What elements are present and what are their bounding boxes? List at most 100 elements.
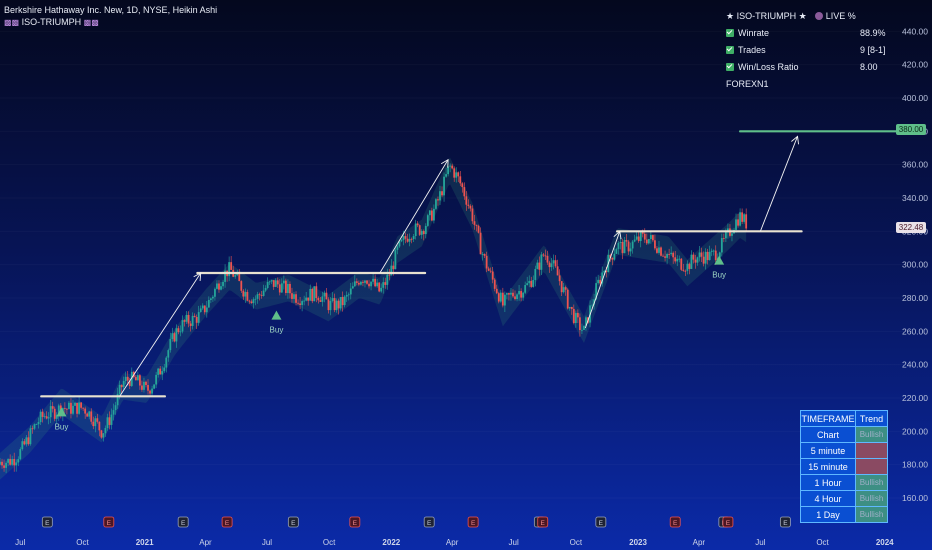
candle-body [489,270,492,272]
candle-body [104,427,107,434]
candle-body [556,266,559,276]
stats-label: Winrate [738,28,770,38]
candle-body [94,418,97,427]
timeframe-cell: 15 minute [800,458,856,475]
candle-body [362,281,364,283]
candle-body [396,246,399,250]
candle-body [216,283,218,289]
candle-body [250,301,253,304]
candle-body [704,251,707,264]
candle-body [706,251,709,261]
candle-body [246,291,249,301]
candle-body [108,417,111,425]
timeframe-cell: 5 minute [800,442,856,459]
candle-body [218,283,220,290]
stats-live: LIVE % [825,11,856,21]
candle-body [214,288,216,297]
arrow-head [193,272,202,282]
y-tick-label: 400.00 [902,93,928,103]
earnings-icon [349,516,361,528]
indicator-row[interactable]: ▩▩ ISO-TRIUMPH ▩▩ [4,17,99,27]
candle-body [337,300,340,309]
candle-body [447,166,450,175]
candle-body [49,406,52,418]
candle-body [430,210,433,221]
candle-body [159,368,162,375]
candle-body [668,253,671,255]
candle-body [149,390,151,394]
candle-body [11,458,14,465]
y-tick-label: 220.00 [902,393,928,403]
check-icon [726,46,734,54]
candle-body [244,291,247,297]
candle-body [321,296,324,302]
candle-body [368,283,370,287]
candle-body [572,308,575,324]
candle-body [739,212,741,226]
trend-arrow [119,272,202,397]
indicator-settings-icon[interactable]: ▩▩ [83,18,99,27]
earnings-icon [467,516,479,528]
candle-body [463,187,466,197]
candle-body [19,449,22,460]
candle-body [479,232,482,255]
timeframe-cell: 4 Hour [800,490,856,507]
candle-body [230,262,233,270]
candle-body [522,292,525,298]
candle-body [599,279,602,284]
candle-body [347,294,350,296]
y-axis: 160.00 180.00 200.00 220.00 240.00 260.00 280.… [902,26,928,503]
earnings-icon [537,516,549,528]
candle-body [351,286,354,289]
x-tick-label: 2023 [629,538,647,547]
candle-body [627,241,630,252]
candle-body [25,437,28,445]
candle-body [684,270,687,272]
candle-body [372,278,374,282]
y-tick-label: 360.00 [902,160,928,170]
candle-body [106,417,109,428]
candle-body [394,249,397,270]
candle-body [276,280,279,285]
x-tick-label: Oct [570,538,583,547]
candle-body [141,385,143,390]
candle-body [262,290,265,296]
candle-body [562,287,565,293]
y-tick-label: 200.00 [902,426,928,436]
candle-body [84,408,87,414]
candle-body [532,279,535,287]
x-tick-label: Oct [816,538,829,547]
candle-body [674,257,677,262]
candle-body [611,257,614,260]
trend-arrows [119,135,799,397]
candle-body [643,233,646,240]
candle-body [118,384,121,394]
trend-cell: Bullish [855,490,888,507]
candle-body [651,235,654,241]
earnings-letter: E [599,520,604,527]
candle-body [597,279,600,284]
candle-body [483,253,486,256]
candle-body [524,285,527,293]
candle-body [151,388,153,394]
candle-body [13,458,16,466]
candle-body [451,165,454,169]
y-tick-label: 240.00 [902,360,928,370]
candle-body [680,258,683,270]
candle-body [595,283,598,300]
candle-body [205,307,208,313]
stats-value: 9 [8-1] [860,45,886,55]
candle-body [295,294,297,303]
candle-body [471,208,474,222]
candle-body [270,280,273,282]
candle-body [583,325,585,330]
candle-body [175,328,178,342]
candle-body [433,208,435,221]
earnings-icon [103,516,115,528]
candle-body [80,402,83,408]
y-tick-label: 180.00 [902,460,928,470]
x-tick-label: Jul [262,538,272,547]
candle-body [355,281,358,283]
candle-body [694,259,697,263]
